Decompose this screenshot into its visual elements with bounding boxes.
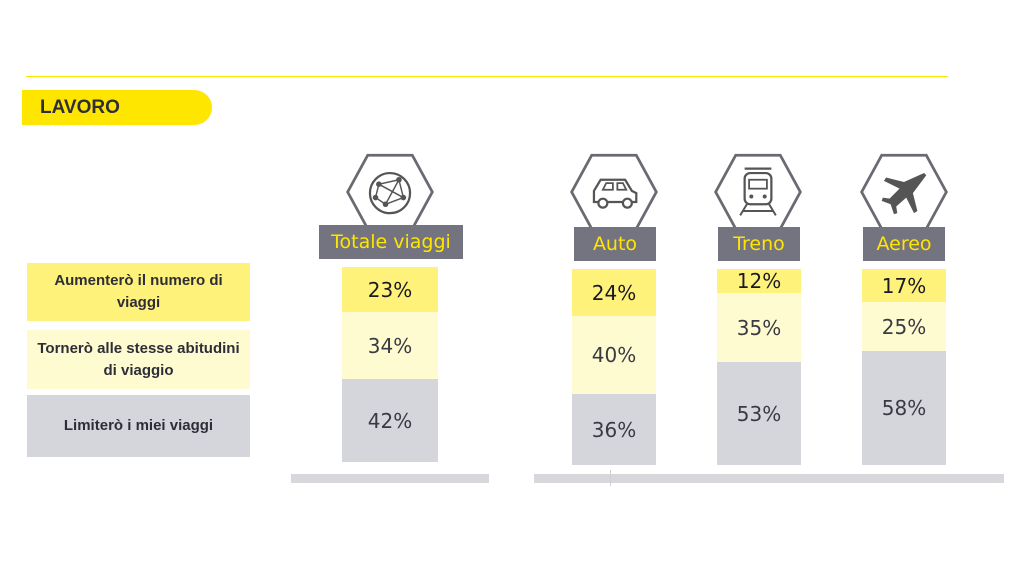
segment-same: 35% bbox=[717, 293, 801, 362]
segment-increase: 23% bbox=[342, 267, 438, 312]
segment-increase: 24% bbox=[572, 269, 656, 316]
data-label: 42% bbox=[367, 408, 413, 433]
data-label: 17% bbox=[881, 273, 927, 298]
segment-limit: 53% bbox=[717, 362, 801, 465]
globe-network-icon bbox=[346, 153, 434, 231]
segment-limit: 36% bbox=[572, 394, 656, 465]
car-icon bbox=[570, 153, 658, 231]
data-label: 12% bbox=[736, 269, 782, 293]
segment-increase: 12% bbox=[717, 269, 801, 293]
segment-same: 40% bbox=[572, 316, 656, 394]
data-label: 35% bbox=[736, 315, 782, 340]
baseline-right bbox=[534, 474, 1004, 483]
airplane-icon bbox=[860, 153, 948, 231]
legend-item-increase: Aumenterò il numero di viaggi bbox=[27, 263, 250, 321]
header-divider bbox=[26, 76, 948, 77]
segment-same: 34% bbox=[342, 312, 438, 379]
segment-increase: 17% bbox=[862, 269, 946, 302]
category-label: Treno bbox=[718, 227, 800, 261]
data-label: 40% bbox=[591, 343, 637, 367]
data-label: 58% bbox=[881, 396, 927, 420]
data-label: 36% bbox=[591, 417, 637, 442]
legend-item-limit: Limiterò i miei viaggi bbox=[27, 395, 250, 457]
data-label: 25% bbox=[881, 314, 927, 339]
train-icon bbox=[714, 153, 802, 231]
segment-limit: 42% bbox=[342, 379, 438, 462]
segment-same: 25% bbox=[862, 302, 946, 351]
data-label: 23% bbox=[367, 277, 413, 302]
category-label: Totale viaggi bbox=[319, 225, 463, 259]
segment-limit: 58% bbox=[862, 351, 946, 465]
data-label: 53% bbox=[736, 401, 782, 426]
category-label: Aereo bbox=[863, 227, 945, 261]
category-label: Auto bbox=[574, 227, 656, 261]
data-label: 24% bbox=[591, 280, 637, 305]
data-label: 34% bbox=[367, 333, 413, 358]
axis-tick bbox=[610, 470, 611, 486]
section-title-badge: LAVORO bbox=[22, 90, 212, 125]
baseline-left bbox=[291, 474, 489, 483]
legend-item-same: Tornerò alle stesse abitudini di viaggio bbox=[27, 330, 250, 389]
